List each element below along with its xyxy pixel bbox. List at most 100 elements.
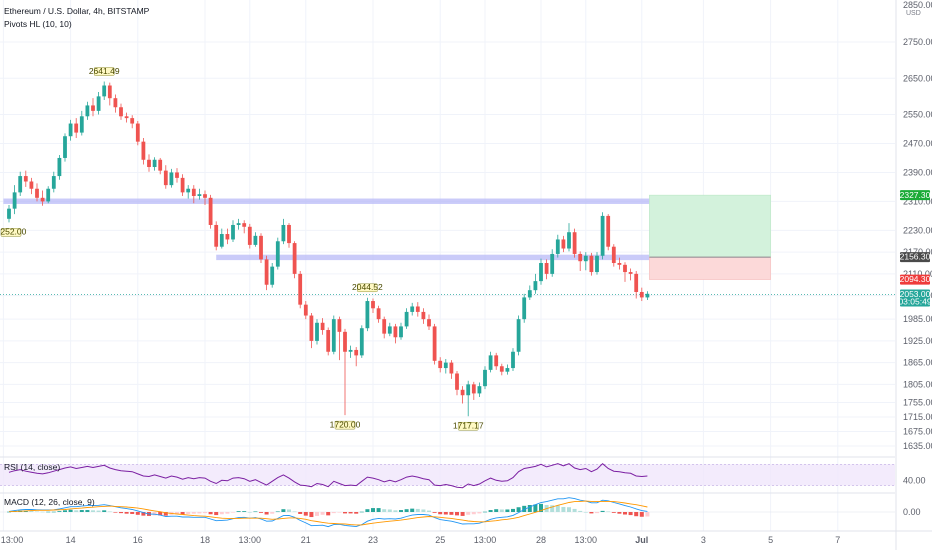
candle-body [113, 98, 118, 108]
macd-histogram-bar [175, 512, 179, 515]
price-tick-label: 1985.00 [903, 314, 932, 324]
candle-body [63, 136, 67, 158]
time-tick-label: 13:00 [474, 535, 497, 545]
time-tick-label: 16 [133, 535, 143, 545]
candle-body [494, 355, 499, 367]
time-tick-label: 7 [835, 535, 840, 545]
candle-body [292, 243, 297, 274]
macd-histogram-bar [516, 507, 521, 512]
macd-histogram-bar [438, 512, 443, 515]
macd-histogram-bar [91, 510, 95, 512]
candle-body [275, 241, 280, 267]
candle-body [499, 366, 504, 372]
macd-histogram-bar [331, 512, 336, 514]
candle-body [623, 264, 627, 273]
macd-histogram-bar [477, 512, 482, 514]
candle-body [23, 176, 28, 182]
macd-histogram-bar [337, 512, 342, 513]
pivot-label-low: 1717.17 [453, 421, 484, 431]
time-tick-label: 13:00 [575, 535, 598, 545]
macd-histogram-bar [488, 510, 493, 512]
candle-body [219, 234, 224, 247]
macd-histogram-bar [46, 511, 51, 513]
price-badge-current [900, 289, 930, 307]
macd-histogram-bar [343, 512, 347, 514]
price-badge-entry [900, 252, 930, 263]
long-position-tool[interactable] [0, 194, 895, 295]
candle-body [354, 349, 359, 356]
candle-body [247, 226, 252, 245]
macd-histogram-bar [298, 512, 303, 514]
macd-histogram-bar [393, 510, 398, 512]
macd-histogram-bar [74, 510, 79, 512]
macd-histogram-bar [455, 512, 459, 516]
macd-histogram-bar [387, 509, 392, 512]
macd-histogram-bar [555, 505, 560, 512]
candle-body [91, 105, 95, 111]
macd-histogram-bar [7, 511, 11, 513]
candle-body [555, 239, 560, 254]
pivot-label-low: 2252.00 [0, 227, 27, 237]
candle-body [107, 85, 112, 99]
macd-histogram-bar [583, 512, 588, 513]
candle-body [186, 188, 191, 193]
candle-body [29, 181, 34, 189]
rsi-pane[interactable] [0, 463, 895, 489]
macd-histogram-bar [225, 512, 230, 514]
candle-body [214, 224, 219, 247]
candle-body [130, 118, 135, 124]
macd-histogram-bar [410, 508, 415, 512]
macd-histogram-bar [511, 508, 515, 512]
macd-histogram-bar [471, 512, 476, 515]
resistance-zone [216, 254, 650, 261]
indicator-legend: Pivots HL (10, 10) [4, 19, 72, 29]
macd-histogram-bar [623, 512, 627, 515]
candle-body [382, 319, 387, 334]
candle-body [303, 304, 308, 316]
time-tick-label: Jul [635, 535, 648, 545]
macd-histogram-bar [214, 512, 219, 516]
macd-histogram-bar [494, 509, 499, 512]
candle-body [488, 355, 493, 370]
candle-body [561, 239, 566, 249]
macd-histogram-bar [567, 507, 571, 512]
macd-pane[interactable] [0, 497, 895, 528]
macd-histogram-bar [270, 512, 275, 514]
pivot-label-box [357, 283, 378, 293]
candle-body [477, 386, 482, 394]
pivot-label-box [457, 421, 479, 431]
candle-body [550, 253, 555, 274]
candle-body [348, 349, 353, 352]
candle-body [270, 266, 275, 285]
price-tick-label: 1755.00 [903, 397, 932, 407]
candle-body [180, 177, 185, 193]
candle-body [74, 123, 79, 133]
macd-histogram-bar [611, 512, 616, 513]
candle-body [567, 232, 571, 249]
rsi-axis-label: 40.00 [903, 475, 926, 485]
candle-body [281, 224, 286, 242]
macd-histogram-bar [264, 512, 269, 515]
time-tick-label: 18 [200, 535, 210, 545]
candle-body [203, 194, 207, 198]
candle-body [415, 306, 420, 312]
candle-body [449, 362, 454, 374]
candle-body [191, 188, 196, 196]
price-tick-label: 2850.00 [903, 0, 932, 10]
pivot-label-low: 1720.00 [330, 419, 361, 429]
candle-body [51, 176, 56, 189]
candle-body [236, 223, 241, 225]
candle-body [455, 373, 459, 390]
macd-histogram-bar [354, 512, 359, 514]
pivot-label-box [334, 420, 356, 430]
macd-histogram-bar [499, 509, 504, 512]
macd-histogram-bar [35, 511, 39, 513]
price-tick-label: 2650.00 [903, 73, 932, 83]
macd-histogram-bar [281, 509, 286, 512]
candlesticks [7, 81, 650, 417]
candle-body [169, 172, 174, 186]
macd-histogram-bar [124, 512, 129, 514]
